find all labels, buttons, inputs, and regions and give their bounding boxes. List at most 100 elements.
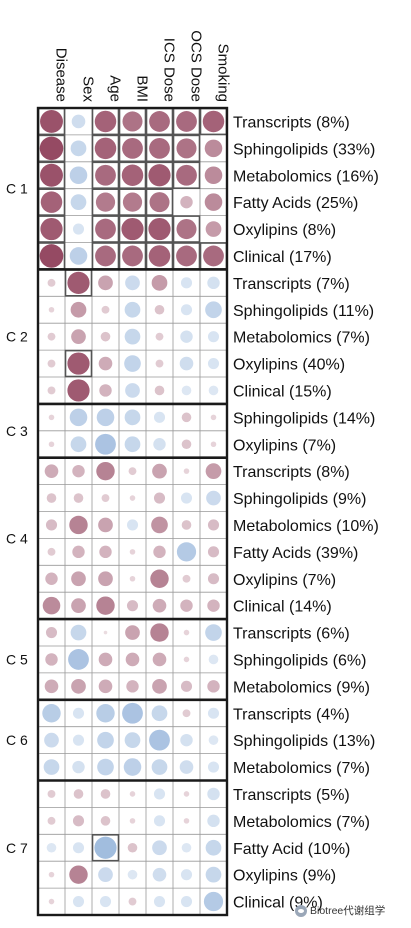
cell-circle — [151, 759, 168, 775]
cell-circle — [207, 331, 220, 343]
cell-circle — [48, 871, 55, 878]
cell-circle — [70, 140, 87, 157]
cluster-label: C 4 — [6, 530, 28, 546]
cell-circle — [99, 384, 112, 397]
cell-circle — [180, 330, 193, 343]
cell-circle — [94, 836, 117, 859]
cell-circle — [100, 789, 111, 799]
cell-circle — [98, 571, 113, 587]
cell-circle — [94, 110, 117, 133]
cell-circle — [96, 408, 115, 427]
cell-circle — [153, 788, 166, 800]
cell-circle — [69, 166, 88, 185]
cell-circle — [180, 304, 193, 316]
cell-circle — [98, 867, 113, 882]
significance-box — [118, 134, 147, 163]
cell-circle — [101, 494, 110, 502]
cell-circle — [72, 464, 85, 478]
row-label: Sphingolipids (6%) — [233, 652, 366, 669]
cell-circle — [48, 898, 55, 905]
cluster-6: Transcripts (4%) Sphingolipids (13%) Metab… — [6, 702, 375, 777]
cell-circle — [47, 386, 56, 395]
column-label: Smoking — [215, 44, 232, 102]
cell-circle — [179, 760, 194, 774]
cell-circle — [72, 815, 85, 827]
cell-circle — [208, 654, 219, 665]
row-label: Metabolomics (7%) — [233, 814, 370, 831]
cell-circle — [153, 492, 166, 504]
cell-circle — [150, 569, 169, 588]
row-label: Clinical (15%) — [233, 383, 332, 400]
cell-circle — [47, 332, 56, 341]
cell-circle — [151, 274, 168, 291]
cell-circle — [180, 733, 193, 747]
cell-circle — [46, 493, 57, 503]
cell-circle — [148, 245, 171, 267]
cell-circle — [176, 245, 197, 267]
significance-box — [145, 215, 174, 243]
cell-circle — [47, 547, 56, 556]
significance-box — [118, 215, 147, 243]
cell-circle — [125, 383, 140, 398]
cluster-label: C 2 — [6, 329, 28, 345]
cell-circle — [40, 109, 63, 133]
row-label: Metabolomics (16%) — [233, 168, 379, 185]
cell-circle — [128, 467, 137, 476]
row-label: Clinical (17%) — [233, 249, 332, 266]
cell-circle — [207, 519, 220, 531]
row-label: Metabolomics (10%) — [233, 518, 379, 535]
column-label: Disease — [53, 48, 70, 102]
cell-circle — [180, 869, 193, 881]
cell-circle — [72, 545, 85, 559]
cell-circle — [207, 599, 220, 612]
cell-circle — [129, 818, 136, 824]
cell-circle — [96, 461, 115, 481]
row-label: Oxylipins (8%) — [233, 222, 336, 239]
cell-circle — [181, 842, 192, 853]
heatmap-border — [36, 106, 229, 917]
cell-circle — [149, 137, 170, 159]
cell-circle — [72, 223, 85, 235]
cell-circle — [96, 704, 115, 723]
cell-circle — [149, 111, 170, 132]
cell-circle — [95, 218, 116, 240]
cell-circle — [155, 332, 164, 341]
cell-circle — [210, 441, 217, 448]
cell-circle — [103, 630, 108, 635]
cell-circle — [47, 278, 56, 287]
cell-circle — [101, 305, 110, 314]
significance-box — [64, 349, 93, 378]
row-label: Sphingolipids (11%) — [233, 303, 374, 320]
cell-circle — [148, 164, 171, 187]
row-label: Oxylipins (9%) — [233, 868, 336, 885]
cell-circle — [208, 735, 219, 745]
row-label: Transcripts (8%) — [233, 464, 350, 481]
cell-circle — [71, 679, 86, 694]
cell-circle — [67, 271, 90, 294]
cell-circle — [43, 759, 60, 775]
cell-circle — [182, 574, 191, 583]
cluster-label: C 3 — [6, 423, 28, 439]
row-label: Fatty Acids (25%) — [233, 195, 358, 212]
cell-circle — [73, 493, 84, 503]
significance-box — [145, 188, 174, 216]
row-label: Transcripts (7%) — [233, 276, 350, 293]
cell-circle — [47, 359, 56, 368]
wechat-icon — [295, 904, 307, 917]
cell-circle — [42, 596, 61, 615]
cell-circle — [207, 814, 220, 828]
cell-circle — [207, 707, 220, 719]
cell-circle — [94, 137, 117, 160]
cell-circle — [129, 549, 136, 555]
cell-circle — [39, 244, 64, 268]
significance-box — [91, 833, 120, 862]
cluster-7: Transcripts (5%) Metabolomics (7%) Fatty A… — [6, 787, 370, 912]
cell-circle — [73, 789, 84, 799]
cell-circle — [180, 599, 193, 612]
cell-circle — [122, 192, 143, 212]
significance-box — [118, 161, 147, 190]
cell-circle — [176, 111, 197, 132]
cell-circle — [203, 245, 224, 267]
column-label: OCS Dose — [188, 30, 205, 102]
cell-circle — [124, 732, 141, 749]
